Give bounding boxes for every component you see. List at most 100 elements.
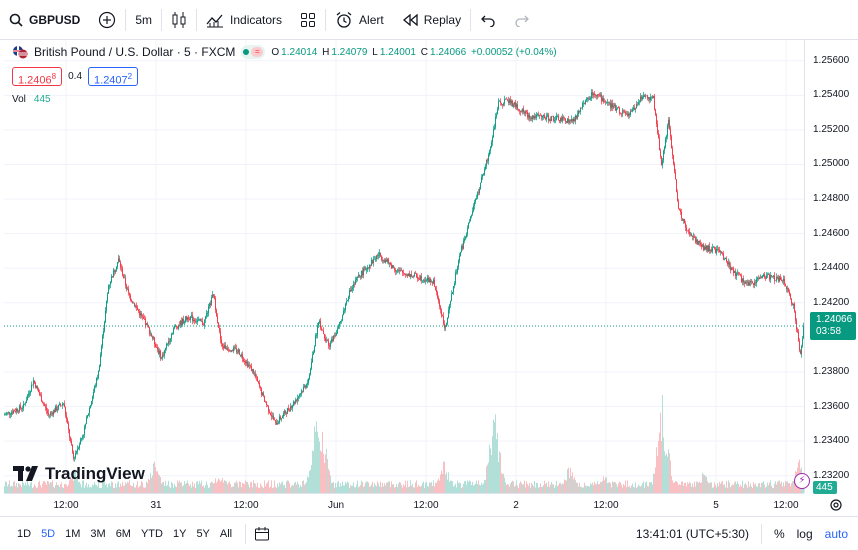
symbol-search-button[interactable]: GBPUSD: [0, 0, 89, 40]
volume-bar: [325, 454, 326, 493]
candle-body: [86, 417, 87, 424]
volume-bar: [669, 453, 670, 493]
candle-body: [623, 110, 624, 112]
range-button-1y[interactable]: 1Y: [172, 527, 187, 540]
timezone-clock[interactable]: 13:41:01 (UTC+5:30): [635, 527, 749, 541]
redo-button[interactable]: [505, 0, 539, 40]
candle-body: [159, 350, 160, 354]
volume-bar: [629, 486, 630, 493]
compare-button[interactable]: [89, 0, 125, 40]
candle-body: [752, 281, 753, 284]
volume-bar: [511, 481, 512, 493]
volume-bar: [673, 482, 674, 493]
indicators-icon: [206, 14, 224, 27]
candle-body: [681, 212, 682, 219]
calendar-goto-icon[interactable]: [254, 526, 270, 542]
candle-body: [555, 119, 556, 121]
volume-bar: [9, 480, 10, 493]
candle-body: [417, 276, 418, 279]
price-chart-pane[interactable]: [4, 40, 804, 493]
candle-body: [724, 259, 725, 260]
buy-button[interactable]: 1.24072: [88, 67, 139, 87]
volume-bar: [231, 487, 232, 493]
chart-type-button[interactable]: [162, 0, 196, 40]
candle-body: [496, 114, 497, 117]
candle-body: [482, 174, 483, 178]
range-button-1d[interactable]: 1D: [17, 527, 32, 540]
candle-body: [692, 236, 693, 238]
volume-bar: [154, 461, 155, 493]
candle-body: [79, 444, 80, 449]
range-button-5y[interactable]: 5Y: [196, 527, 210, 540]
volume-bar: [301, 487, 302, 493]
volume-bar: [185, 483, 186, 493]
percent-scale-toggle[interactable]: %: [773, 527, 785, 541]
candle-body: [778, 277, 779, 282]
market-status-badge[interactable]: =: [241, 45, 266, 59]
volume-bar: [281, 482, 282, 493]
candle-body: [575, 115, 576, 121]
volume-bar: [335, 483, 336, 493]
volume-bar: [163, 481, 164, 493]
range-button-5d[interactable]: 5D: [41, 527, 56, 540]
indicators-button[interactable]: Indicators: [197, 0, 291, 40]
interval-button[interactable]: 5m: [126, 0, 161, 40]
volume-bar: [135, 487, 136, 493]
undo-button[interactable]: [471, 0, 505, 40]
volume-bar: [367, 481, 368, 493]
candle-body: [791, 298, 792, 304]
volume-bar: [115, 483, 116, 493]
candlestick-chart[interactable]: [4, 40, 804, 493]
range-button-1m[interactable]: 1M: [65, 527, 81, 540]
time-scale[interactable]: 12:00 31 12:00 Jun 12:00 2 12:00 5 12:00: [4, 493, 804, 516]
layouts-button[interactable]: [291, 0, 325, 40]
candle-body: [118, 258, 119, 263]
candle-body: [324, 333, 325, 339]
range-button-3m[interactable]: 3M: [90, 527, 106, 540]
range-button-6m[interactable]: 6M: [115, 527, 131, 540]
sell-button[interactable]: 1.24068: [12, 67, 63, 87]
gear-icon[interactable]: [829, 498, 843, 512]
candle-body: [403, 272, 404, 274]
candle-body: [494, 127, 495, 130]
price-scale[interactable]: 1.25600 1.25400 1.25200 1.25000 1.24800 1.246…: [804, 40, 858, 493]
candle-body: [495, 116, 496, 128]
volume-bar: [400, 482, 401, 493]
range-button-all[interactable]: All: [219, 527, 233, 540]
candle-body: [372, 259, 373, 264]
candle-body: [383, 260, 384, 261]
price-tick-label: 1.25200: [813, 123, 850, 135]
volume-bar: [370, 486, 371, 493]
volume-bar: [596, 484, 597, 493]
volume-bar: [444, 461, 445, 493]
auto-scale-toggle[interactable]: auto: [824, 527, 848, 541]
candle-body: [11, 412, 12, 415]
log-scale-toggle[interactable]: log: [796, 527, 813, 541]
volume-bar: [755, 483, 756, 493]
volume-bar: [650, 482, 651, 493]
candle-body: [14, 410, 15, 412]
range-button-ytd[interactable]: YTD: [140, 527, 163, 540]
volume-bar: [381, 487, 382, 493]
candle-body: [639, 101, 640, 103]
candle-body: [313, 352, 314, 355]
volume-bar: [543, 485, 544, 493]
candle-body: [211, 297, 212, 305]
price-tick-label: 1.23600: [813, 400, 850, 412]
volume-bar: [564, 479, 565, 493]
volume-legend[interactable]: Vol 445: [12, 94, 51, 105]
volume-bar: [384, 483, 385, 493]
alert-button[interactable]: Alert: [326, 0, 393, 40]
volume-bar: [510, 483, 511, 493]
volume-bar: [16, 482, 17, 493]
candle-body: [381, 256, 382, 260]
lightning-icon[interactable]: ⚡: [794, 473, 810, 489]
symbol-title[interactable]: British Pound / U.S. Dollar · 5 · FXCM: [34, 45, 236, 59]
candle-body: [120, 262, 121, 268]
volume-bar: [304, 484, 305, 493]
replay-button[interactable]: Replay: [393, 0, 470, 40]
candle-body: [769, 274, 770, 280]
tradingview-logo[interactable]: TradingView: [13, 464, 145, 484]
volume-bar: [173, 487, 174, 493]
candle-body: [434, 279, 435, 287]
